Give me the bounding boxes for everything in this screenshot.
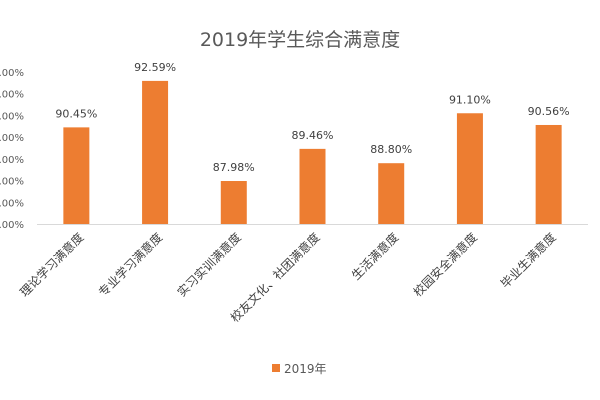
data-label: 92.59% bbox=[134, 61, 176, 74]
bar bbox=[456, 113, 483, 224]
bar bbox=[142, 80, 169, 224]
y-tick-label: 87.00% bbox=[0, 198, 24, 209]
legend-label: 2019年 bbox=[284, 362, 327, 376]
category-label: 校园安全满意度 bbox=[410, 230, 480, 300]
y-axis-ticks: 86.00% 87.00% 88.00% 89.00% 90.00% 91.00% 92.0… bbox=[0, 68, 24, 231]
category-label: 生活满意度 bbox=[348, 230, 401, 283]
chart-title: 2019年学生综合满意度 bbox=[200, 29, 400, 51]
bar bbox=[378, 163, 405, 224]
bar bbox=[63, 127, 90, 224]
bar bbox=[299, 148, 326, 224]
y-tick-label: 92.00% bbox=[0, 90, 24, 101]
category-label: 毕业生满意度 bbox=[497, 230, 559, 292]
y-tick-label: 86.00% bbox=[0, 220, 24, 231]
category-label: 校友文化、社团满意度 bbox=[227, 230, 322, 325]
y-tick-label: 91.00% bbox=[0, 111, 24, 122]
y-tick-label: 93.00% bbox=[0, 68, 24, 79]
data-label: 89.46% bbox=[292, 129, 334, 142]
category-label: 实习实训满意度 bbox=[174, 230, 244, 300]
bar bbox=[220, 181, 247, 224]
legend-swatch bbox=[272, 364, 280, 372]
data-label: 90.45% bbox=[55, 107, 97, 120]
legend: 2019年 bbox=[272, 362, 327, 376]
bar bbox=[535, 124, 562, 224]
bars bbox=[63, 80, 562, 224]
category-label: 专业学习满意度 bbox=[95, 230, 165, 300]
data-labels: 90.45% 92.59% 87.98% 89.46% 88.80% 91.10% 90.5… bbox=[55, 61, 569, 174]
y-tick-label: 88.00% bbox=[0, 177, 24, 188]
category-label: 理论学习满意度 bbox=[16, 230, 86, 300]
data-label: 87.98% bbox=[213, 161, 255, 174]
y-tick-label: 90.00% bbox=[0, 133, 24, 144]
data-label: 91.10% bbox=[449, 93, 491, 106]
y-tick-label: 89.00% bbox=[0, 155, 24, 166]
data-label: 88.80% bbox=[370, 143, 412, 156]
data-label: 90.56% bbox=[528, 105, 570, 118]
